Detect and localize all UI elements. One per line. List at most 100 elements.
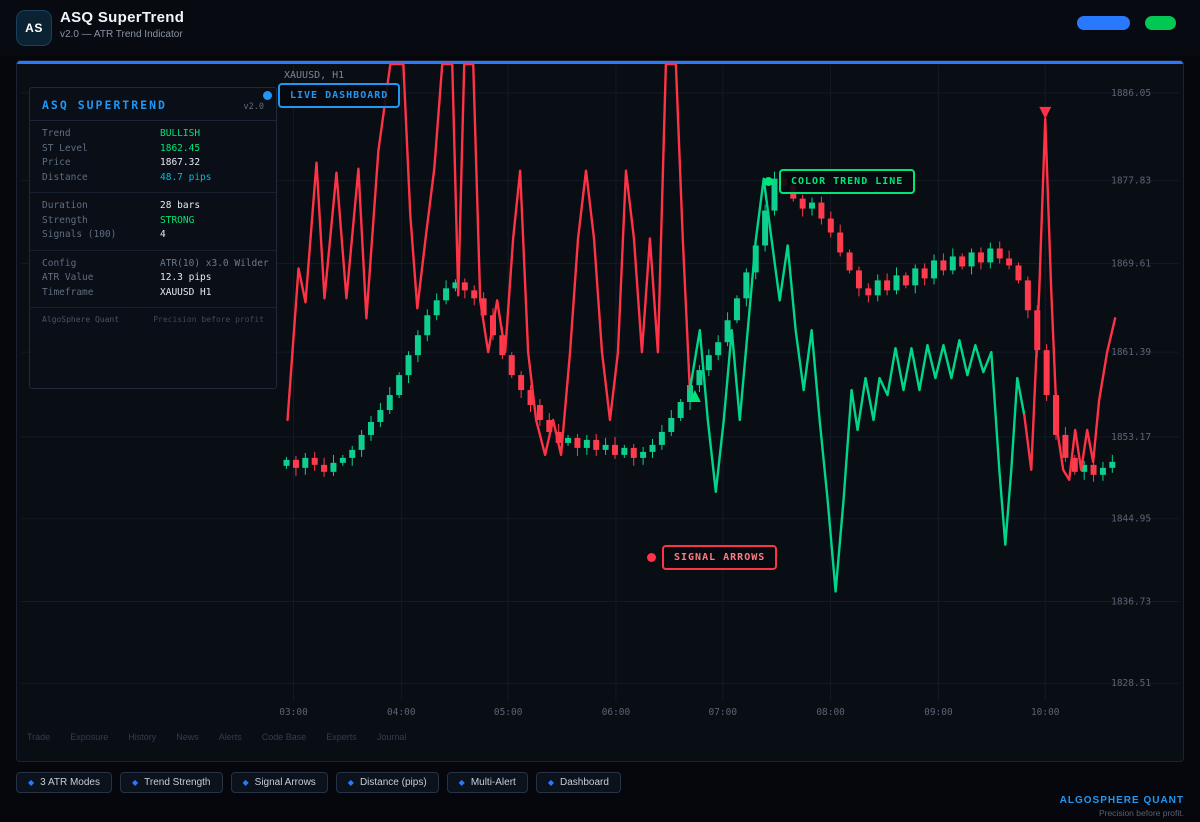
dashboard-label: Timeframe: [42, 286, 94, 298]
dashboard-label: Signals (100): [42, 229, 117, 240]
diamond-icon: ◆: [132, 777, 139, 787]
chart-tab-history[interactable]: History: [128, 732, 157, 742]
feature-chip-label: 3 ATR Modes: [40, 777, 100, 788]
feature-chip-distance-pips: ◆ Distance (pips): [335, 772, 439, 793]
brand-footer: ALGOSPHERE QUANT Precision before profit…: [1060, 795, 1184, 818]
time-axis-label: 08:00: [816, 707, 845, 718]
dashboard-value: STRONG: [160, 214, 195, 226]
callout-label: COLOR TREND LINE: [779, 169, 916, 194]
time-axis-label: 06:00: [602, 707, 631, 718]
dashboard-title: ASQ SUPERTREND: [42, 98, 167, 112]
callout-color-trend-line: COLOR TREND LINE: [764, 169, 916, 194]
supertrend-segment-2: [1023, 117, 1117, 481]
chart-symbol-label: XAUUSD, H1: [284, 70, 345, 81]
dashboard-label: Price: [42, 157, 71, 168]
header-pill-blue-button[interactable]: [1077, 16, 1130, 30]
feature-chip-label: Dashboard: [559, 777, 609, 788]
feature-chip-label: Multi-Alert: [470, 777, 516, 788]
callout-dot-icon: [764, 177, 773, 186]
dashboard-row-st-level: ST Level 1862.45: [42, 142, 264, 157]
accent-bar: [17, 61, 1183, 64]
price-axis-label: 1861.39: [1111, 347, 1151, 358]
dashboard-row-trend: Trend BULLISH: [42, 127, 264, 142]
app-subtitle: v2.0 — ATR Trend Indicator: [60, 29, 183, 40]
time-axis-label: 09:00: [924, 707, 953, 718]
price-axis-label: 1877.83: [1111, 176, 1151, 187]
price-axis-label: 1869.61: [1111, 258, 1151, 269]
time-axis-label: 04:00: [387, 707, 416, 718]
time-axis-label: 10:00: [1031, 707, 1060, 718]
feature-chip-dashboard: ◆ Dashboard: [535, 772, 621, 793]
dashboard-footer: AlgoSphere Quant Precision before profit: [30, 308, 276, 331]
dashboard-value: 1867.32: [160, 157, 201, 168]
dashboard-value: XAUUSD H1: [160, 286, 212, 298]
dashboard-value: 1862.45: [160, 142, 201, 154]
dashboard-row-config: Config ATR(10) x3.0 Wilder: [42, 257, 269, 272]
chart-tab-trade[interactable]: Trade: [27, 732, 51, 742]
dashboard-version: v2.0: [243, 102, 264, 112]
dashboard-rows: Trend BULLISH ST Level 1862.45 Price 1867.32 D…: [30, 121, 276, 308]
diamond-icon: ◆: [28, 777, 35, 787]
time-axis-label: 07:00: [709, 707, 738, 718]
supertrend-segment-1: [688, 177, 1026, 593]
chart-tab-alerts[interactable]: Alerts: [218, 732, 242, 742]
dashboard-footer-brand: AlgoSphere Quant: [42, 315, 120, 324]
callout-dot-icon: [647, 553, 656, 562]
header-pill-green-button[interactable]: [1145, 16, 1176, 30]
signal-arrow-down-icon: [1039, 106, 1052, 119]
dashboard-row-strength: Strength STRONG: [42, 214, 264, 229]
dashboard-row-signals-100: Signals (100) 4: [42, 228, 264, 243]
chart-panel: 1886.05 1877.83 1869.61 1861.39 1853.17 1844.…: [16, 60, 1184, 762]
dashboard-value: ATR(10) x3.0 Wilder: [160, 257, 269, 269]
dashboard-footer-tagline: Precision before profit: [153, 315, 264, 324]
chart-tab-experts[interactable]: Experts: [326, 732, 357, 742]
price-axis-label: 1828.51: [1111, 678, 1151, 689]
price-axis-label: 1836.73: [1111, 596, 1151, 607]
dashboard-value: 4: [160, 229, 166, 240]
app-header: AS ASQ SuperTrend v2.0 — ATR Trend Indic…: [0, 0, 1200, 56]
chart-tab-code-base[interactable]: Code Base: [261, 732, 307, 742]
feature-chip-signal-arrows: ◆ Signal Arrows: [230, 772, 328, 793]
callout-signal-arrows: SIGNAL ARROWS: [647, 545, 778, 570]
feature-chip-label: Trend Strength: [144, 777, 211, 788]
feature-chip-trend-strength: ◆ Trend Strength: [120, 772, 223, 793]
callout-live-dashboard: LIVE DASHBOARD: [263, 83, 401, 108]
dashboard-row-distance: Distance 48.7 pips: [42, 171, 264, 186]
dashboard-value: 12.3 pips: [160, 272, 212, 283]
dashboard-label: Trend: [42, 128, 71, 139]
diamond-icon: ◆: [242, 777, 249, 787]
dashboard-label: Strength: [42, 214, 88, 226]
dashboard-row-timeframe: Timeframe XAUUSD H1: [42, 286, 264, 301]
app-title: ASQ SuperTrend: [60, 9, 185, 26]
feature-chip-row: ◆ 3 ATR Modes ◆ Trend Strength ◆ Signal Arrow…: [16, 772, 621, 793]
price-axis-label: 1886.05: [1111, 88, 1151, 99]
chart-tab-news[interactable]: News: [176, 732, 199, 742]
callout-dot-icon: [263, 91, 272, 100]
diamond-icon: ◆: [458, 777, 465, 787]
chart-tabs: Trade Exposure History News Alerts Code Base E…: [27, 732, 406, 742]
dashboard-label: Duration: [42, 200, 88, 211]
brand-name: ALGOSPHERE QUANT: [1059, 795, 1184, 806]
dashboard-label: Distance: [42, 171, 88, 183]
title-block: ASQ SuperTrend v2.0 — ATR Trend Indicato…: [60, 9, 184, 40]
dashboard-label: Config: [42, 257, 77, 269]
app-logo: AS: [16, 10, 52, 46]
dashboard-label: ATR Value: [42, 272, 94, 283]
chart-tab-journal[interactable]: Journal: [376, 732, 407, 742]
feature-chip-label: Distance (pips): [359, 777, 427, 788]
chart-tab-exposure[interactable]: Exposure: [70, 732, 109, 742]
signal-arrow-up-icon: [688, 390, 701, 403]
feature-chip-3-atr-modes: ◆ 3 ATR Modes: [16, 772, 112, 793]
price-chart[interactable]: 1886.05 1877.83 1869.61 1861.39 1853.17 1844.…: [17, 61, 1183, 761]
price-axis-label: 1853.17: [1111, 432, 1151, 443]
callout-label: SIGNAL ARROWS: [662, 545, 778, 570]
callout-label: LIVE DASHBOARD: [278, 83, 401, 108]
supertrend-dashboard: ASQ SUPERTREND v2.0 Trend BULLISH ST Level…: [29, 87, 277, 389]
dashboard-group: Config ATR(10) x3.0 Wilder ATR Value 12.3 p…: [30, 251, 276, 308]
dashboard-row-atr-value: ATR Value 12.3 pips: [42, 271, 264, 286]
dashboard-group: Duration 28 bars Strength STRONG Signals (10…: [30, 193, 276, 251]
feature-chip-label: Signal Arrows: [254, 777, 316, 788]
supertrend-segment-0: [286, 62, 692, 457]
feature-chip-multi-alert: ◆ Multi-Alert: [446, 772, 528, 793]
dashboard-value: BULLISH: [160, 128, 201, 139]
